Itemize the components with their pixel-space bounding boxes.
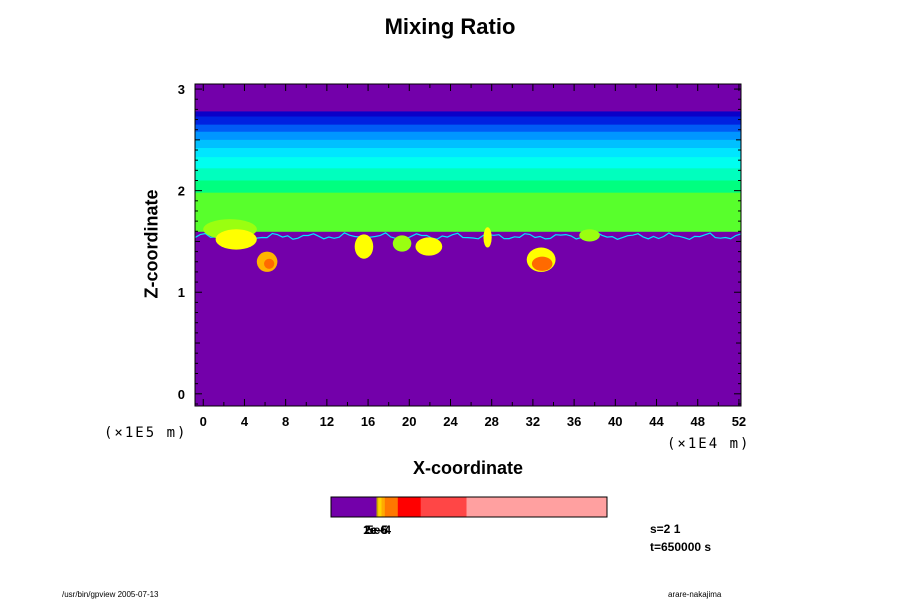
colorbar-label-2: 5e-4 [367,523,391,537]
footer-file: arare-nakajima [668,590,722,599]
colorbar-segment-6 [420,497,467,517]
footer-command: /usr/bin/gpview 2005-07-13 [62,590,159,599]
time-label: t=650000 s [650,540,712,554]
field-band-10 [195,192,741,232]
field-band-3 [195,124,741,133]
x-unit-label: (×1E4 m) [667,436,751,452]
x-tick-label-11: 44 [649,414,664,429]
field-band-6 [195,147,741,158]
mixing-ratio-field [195,84,741,406]
x-tick-label-8: 32 [526,414,540,429]
field-band-8 [195,168,741,181]
field-patch-7 [483,227,492,248]
y-tick-label-1: 1 [178,285,185,300]
x-tick-label-9: 36 [567,414,581,429]
colorbar-segment-3 [381,497,386,517]
colorbar: 1e-62e-55e-4 [330,496,608,537]
field-band-1 [195,111,741,118]
colorbar-frame [330,496,608,518]
field-patch-10 [579,229,600,242]
x-tick-label-2: 8 [282,414,289,429]
field-patch-3 [264,258,275,269]
colorbar-segment-1 [376,497,379,517]
colorbar-segment-4 [384,497,399,517]
field-band-7 [195,157,741,169]
chart-title: Mixing Ratio [384,14,516,39]
field-patch-4 [354,234,374,259]
x-tick-label-10: 40 [608,414,622,429]
x-tick-label-12: 48 [690,414,704,429]
x-tick-label-5: 20 [402,414,416,429]
field-patch-6 [415,237,443,256]
x-tick-label-0: 0 [200,414,207,429]
colorbar-segment-7 [466,497,608,517]
scale-label: s=2 1 [650,522,681,536]
y-axis-label: Z-coordinate [141,189,162,299]
x-tick-label-13: 52 [732,414,746,429]
y-unit-label: (×1E5 m) [104,425,188,441]
colorbar-label-0: 1e-6 [363,523,387,537]
colorbar-segment-0 [331,497,377,517]
x-tick-label-6: 24 [443,414,458,429]
y-tick-label-0: 0 [178,387,185,402]
field-patch-1 [215,229,257,250]
y-tick-label-2: 2 [178,184,185,199]
y-tick-label-3: 3 [178,82,185,97]
x-tick-label-4: 16 [361,414,375,429]
x-axis-label: X-coordinate [412,458,523,478]
colorbar-label-1: 2e-5 [364,523,388,537]
colorbar-segment-5 [397,497,421,517]
x-tick-label-7: 28 [484,414,498,429]
field-patch-9 [531,256,553,271]
field-band-5 [195,139,741,149]
mixed-layer-base [195,231,741,241]
x-tick-label-3: 12 [320,414,334,429]
plot-frame [194,83,742,407]
field-band-9 [195,180,741,194]
field-band-0 [195,84,741,112]
x-tick-label-1: 4 [241,414,249,429]
field-band-4 [195,131,741,141]
field-patch-5 [392,235,412,252]
field-band-2 [195,116,741,126]
colorbar-segment-2 [378,497,382,517]
